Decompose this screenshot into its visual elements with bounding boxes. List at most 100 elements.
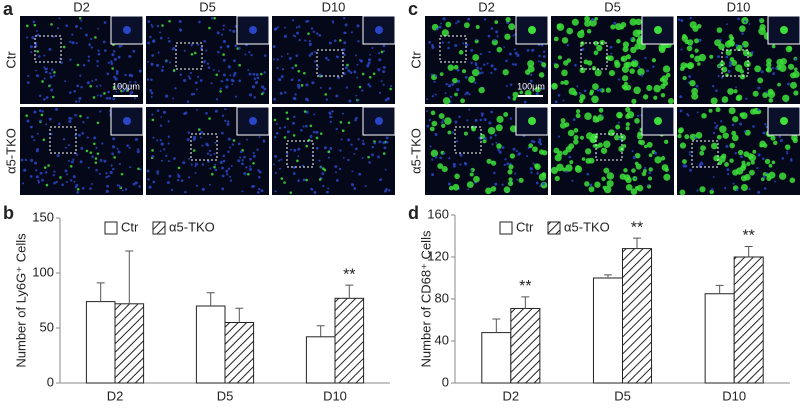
cell-dot [451,82,455,86]
cell-dot [302,125,305,128]
cell-dot [731,59,738,66]
cell-dot [609,45,613,49]
cell-dot [222,159,226,163]
cell-dot [43,54,46,57]
cell-dot [456,140,459,143]
cell-dot [344,31,347,35]
cell-dot [89,84,93,88]
cell-dot [197,75,200,78]
cell-dot [338,167,342,171]
cell-dot [538,72,545,78]
cell-dot [189,71,193,75]
cell-dot [289,191,293,194]
cell-dot [658,43,666,52]
cell-dot [787,82,791,86]
cell-dot [557,94,561,97]
cell-dot [569,160,574,165]
cell-dot [560,80,565,85]
cell-dot [22,182,25,185]
cell-dot [279,167,282,170]
cell-dot [276,58,279,61]
cell-dot [721,96,729,103]
cell-dot [222,40,227,44]
cell-dot [689,168,693,172]
cell-dot [762,92,769,98]
cell-dot [88,43,91,46]
cell-dot [428,118,431,122]
cell-dot [310,188,314,191]
cell-dot [764,123,767,126]
cell-dot [431,45,435,49]
cell-dot [62,138,66,141]
cell-dot [232,29,236,33]
cell-dot [586,60,593,66]
cell-dot [73,180,76,183]
cell-dot [682,159,687,164]
cell-dot [105,189,109,193]
cell-dot [205,142,209,146]
cell-dot [51,68,54,71]
cell-dot [470,61,473,65]
cell-dot [93,142,96,146]
cell-dot [468,93,471,96]
cell-dot [52,35,55,38]
cell-dot [232,74,236,77]
bar [510,307,541,384]
row-label: Ctr [408,51,423,69]
cell-dot [507,96,510,99]
cell-dot [196,108,199,111]
cell-dot [509,125,517,133]
cell-dot [538,54,541,58]
cell-dot [579,98,584,104]
bar [481,332,512,384]
cell-dot [524,69,531,75]
cell-dot [233,59,236,63]
cell-dot [696,189,699,192]
cell-dot [318,73,322,77]
cell-dot [198,128,201,131]
cell-dot [716,124,719,127]
cell-dot [53,181,56,185]
cell-dot [342,48,346,52]
cell-dot [677,133,682,139]
cell-dot [729,158,734,163]
inset-cell [375,26,383,34]
cell-dot [659,77,665,83]
cell-dot [622,41,630,48]
cell-dot [30,51,33,54]
cell-dot [737,149,744,156]
cell-dot [618,145,625,152]
cell-dot [157,51,160,54]
cell-dot [159,150,162,153]
cell-dot [294,93,297,96]
cell-dot [537,60,540,63]
cell-dot [460,98,466,104]
cell-dot [523,86,526,89]
cell-dot [25,24,29,28]
cell-dot [538,149,545,155]
cell-dot [248,51,251,54]
cell-dot [227,120,230,123]
cell-dot [483,18,487,21]
cell-dot [699,150,705,156]
cell-dot [429,126,435,132]
cell-dot [382,44,386,48]
cell-dot [470,48,474,52]
cell-dot [297,79,301,82]
cell-dot [660,156,666,161]
cell-dot [200,130,204,134]
cell-dot [105,96,109,100]
cell-dot [319,132,323,135]
cell-dot [451,131,455,134]
cell-dot [743,20,747,23]
cell-dot [368,161,371,164]
cell-dot [772,72,776,76]
cell-dot [493,171,496,175]
cell-dot [386,141,389,144]
cell-dot [355,147,358,151]
cell-dot [173,157,176,160]
cell-dot [128,80,132,84]
cell-dot [778,135,781,138]
cell-dot [229,146,231,149]
cell-dot [214,168,218,172]
